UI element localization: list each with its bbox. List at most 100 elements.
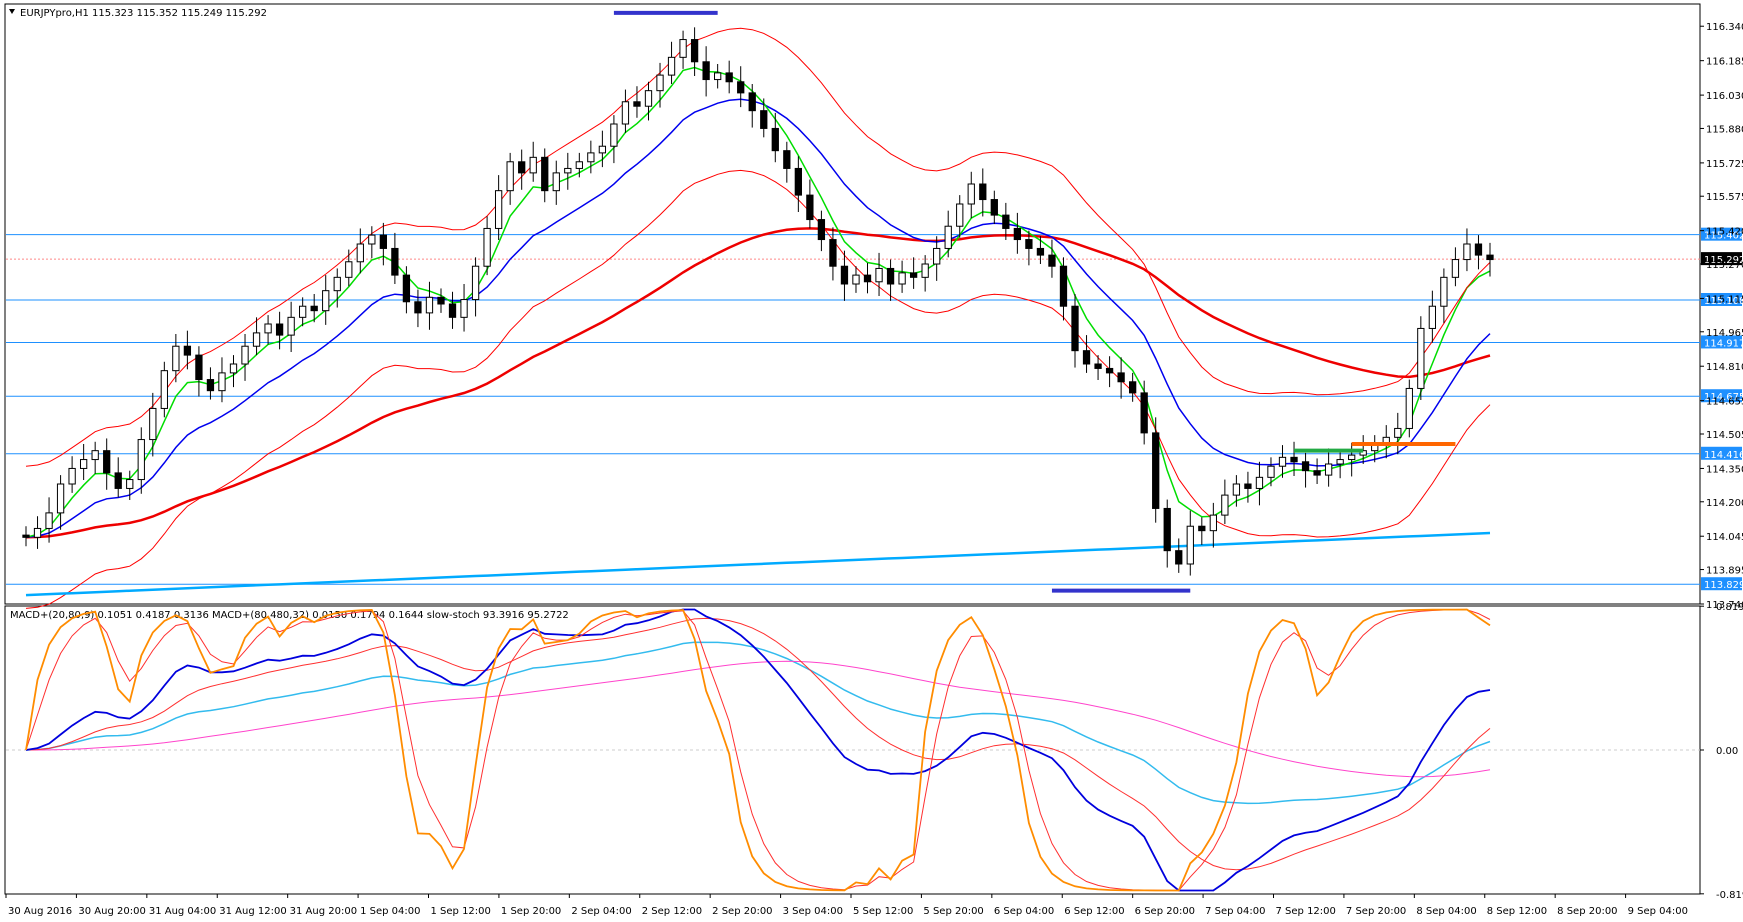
- candle-body: [414, 301, 422, 314]
- candle-body: [667, 56, 676, 76]
- time-tick-label: 31 Aug 12:00: [219, 906, 286, 917]
- time-tick-label: 30 Aug 2016: [8, 906, 72, 917]
- candle-body: [1267, 465, 1275, 478]
- candle-body: [345, 261, 353, 278]
- candle-body: [552, 172, 560, 192]
- candle-body: [471, 265, 480, 301]
- candle-body: [875, 267, 883, 283]
- candle-body: [1129, 381, 1137, 394]
- level-label-bg: [1701, 227, 1742, 241]
- candle-body: [898, 272, 906, 285]
- candle-body: [840, 265, 849, 285]
- candle-body: [425, 296, 434, 314]
- candle-body: [714, 72, 722, 81]
- candle-body: [1094, 363, 1102, 369]
- candle-body: [921, 263, 929, 278]
- time-tick-label: 31 Aug 04:00: [149, 906, 216, 917]
- candle-body: [656, 74, 664, 92]
- time-tick-label: 5 Sep 20:00: [923, 906, 983, 917]
- candle-body: [1463, 243, 1471, 261]
- time-tick-label: 30 Aug 20:00: [78, 906, 145, 917]
- candle-body: [725, 72, 733, 83]
- time-tick-label: 6 Sep 20:00: [1135, 906, 1195, 917]
- candle-body: [771, 127, 779, 152]
- candle-body: [206, 379, 215, 392]
- macd-slow-signal-line: [26, 660, 1491, 778]
- stoch-main-line: [25, 608, 1491, 892]
- price-tick-label: 114.045: [1706, 532, 1743, 543]
- candle-body: [1348, 454, 1356, 461]
- candle-body: [333, 276, 341, 292]
- candlesticks: [22, 27, 1494, 576]
- candle-body: [1082, 350, 1091, 365]
- candle-body: [1152, 432, 1160, 509]
- ema-mid-line: [25, 98, 1491, 539]
- indicator-lines: [25, 27, 1491, 609]
- candle-body: [1324, 463, 1333, 476]
- candle-body: [1405, 387, 1413, 429]
- ema-fast-line: [25, 66, 1491, 539]
- candle-body: [1301, 461, 1310, 472]
- candle-body: [737, 81, 745, 94]
- candle-body: [437, 296, 445, 305]
- candle-body: [1163, 507, 1171, 552]
- candle-body: [909, 272, 918, 278]
- candle-body: [264, 323, 272, 334]
- indicator-header: MACD+(20,80,9) 0.1051 0.4187 0.3136 MACD…: [10, 610, 569, 621]
- level-label-bg: [1701, 446, 1742, 460]
- candle-body: [1244, 483, 1252, 489]
- candle-body: [1417, 327, 1425, 389]
- candle-body: [1198, 525, 1206, 532]
- time-tick-label: 3 Sep 04:00: [783, 906, 843, 917]
- candle-body: [829, 239, 837, 267]
- current-price-label: 115.292: [1704, 255, 1743, 266]
- oscillator-lines: [6, 608, 1700, 892]
- triangle-down-icon[interactable]: [9, 9, 15, 14]
- ema-slow-line: [25, 227, 1491, 539]
- candle-body: [1105, 367, 1114, 374]
- stoch-signal-line: [25, 609, 1491, 891]
- candle-body: [218, 372, 226, 392]
- candle-body: [644, 90, 653, 107]
- osc-tick-label: 0.819: [1716, 602, 1743, 613]
- price-tick-label: 115.575: [1706, 192, 1743, 203]
- candle-body: [1474, 243, 1483, 256]
- price-tick-label: 114.965: [1706, 328, 1743, 339]
- candle-body: [610, 123, 618, 147]
- time-tick-label: 7 Sep 20:00: [1346, 906, 1406, 917]
- candle-body: [944, 225, 952, 249]
- level-label: 114.917: [1704, 338, 1743, 349]
- level-label-bg: [1701, 293, 1742, 306]
- symbol-header: EURJPYpro,H1 115.323 115.352 115.249 115…: [20, 8, 267, 19]
- price-tick-label: 114.200: [1706, 498, 1743, 509]
- time-tick-label: 8 Sep 12:00: [1487, 906, 1547, 917]
- level-label-bg: [1701, 577, 1742, 591]
- price-tick-label: 114.505: [1706, 430, 1743, 441]
- candle-body: [1036, 247, 1045, 256]
- time-tick-label: 1 Sep 20:00: [501, 906, 561, 917]
- candle-body: [183, 345, 192, 356]
- candle-body: [1140, 392, 1148, 434]
- candle-body: [794, 167, 802, 196]
- price-tick-label: 113.740: [1706, 600, 1743, 611]
- price-tick-label: 116.185: [1706, 57, 1743, 68]
- candle-body: [460, 299, 468, 318]
- candle-body: [310, 305, 318, 312]
- price-axis: 116.340 116.185 116.030 115.880 115.725 115.5…: [1700, 22, 1743, 901]
- candle-body: [241, 345, 249, 365]
- candle-body: [633, 101, 641, 107]
- candle-body: [1221, 494, 1229, 516]
- time-axis: 30 Aug 2016 30 Aug 20:00 31 Aug 04:00 31 Au…: [5, 894, 1688, 917]
- time-tick-label: 8 Sep 04:00: [1416, 906, 1476, 917]
- time-tick-label: 31 Aug 20:00: [290, 906, 357, 917]
- candle-body: [1059, 265, 1068, 307]
- candle-body: [1451, 259, 1460, 278]
- current-price-label-bg: [1701, 252, 1742, 266]
- time-tick-label: 7 Sep 04:00: [1205, 906, 1265, 917]
- price-tick-label: 115.880: [1706, 124, 1743, 135]
- candle-body: [45, 512, 53, 529]
- price-tick-label: 115.725: [1706, 159, 1743, 170]
- candle-body: [1336, 459, 1344, 465]
- level-label: 114.416: [1704, 450, 1743, 461]
